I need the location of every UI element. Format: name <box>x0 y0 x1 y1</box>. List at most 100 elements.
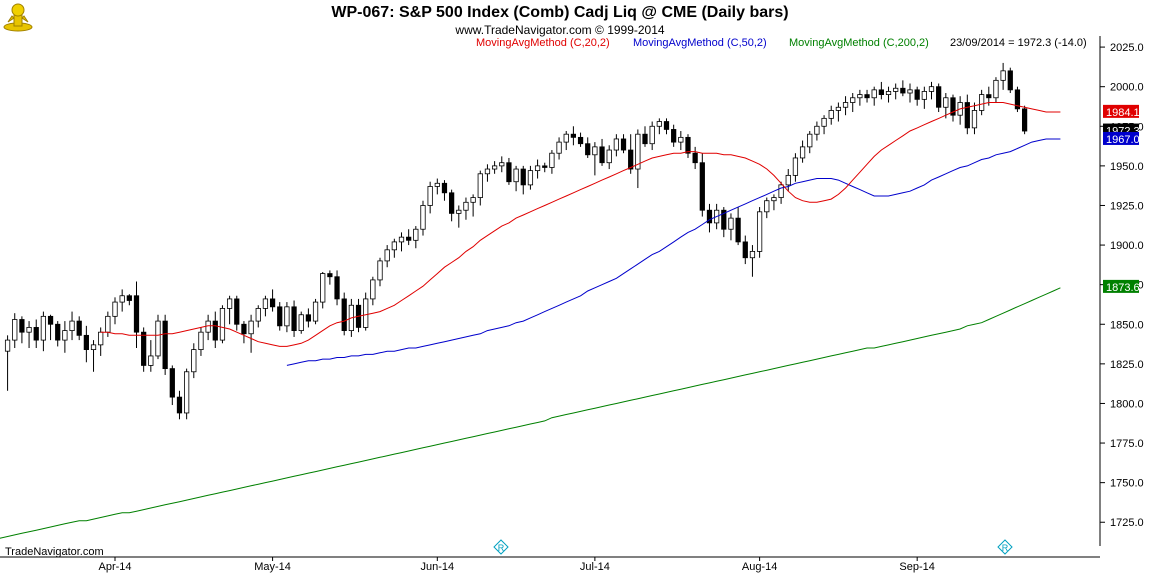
candle-body <box>620 138 627 151</box>
candle-body <box>649 125 655 145</box>
candle-body <box>821 117 827 127</box>
candle-body <box>370 279 376 300</box>
candle-body <box>176 396 183 414</box>
candle-body <box>1000 70 1006 81</box>
candle-body <box>141 331 147 366</box>
candle-body <box>520 168 526 186</box>
candle-body <box>484 168 491 175</box>
candle <box>885 86 892 103</box>
legend-last-value: 23/09/2014 = 1972.3 (-14.0) <box>950 37 1087 49</box>
candle <box>155 314 161 360</box>
candle <box>957 96 963 125</box>
candle-body <box>312 301 319 322</box>
moving-average-lines <box>0 102 1061 539</box>
candle <box>1007 67 1013 94</box>
candle-body <box>563 133 569 143</box>
candle <box>391 238 397 258</box>
ma20-line <box>100 102 1061 347</box>
candle-body <box>1014 89 1021 110</box>
candle-body <box>1007 70 1013 91</box>
candle <box>864 89 870 103</box>
candle-body <box>162 320 168 370</box>
registered-mark-icon: R <box>493 539 509 555</box>
candle-body <box>878 89 884 96</box>
candle <box>1021 105 1028 135</box>
gold-atlas-logo-icon <box>3 3 33 32</box>
candle-body <box>26 327 32 333</box>
candle <box>33 319 39 349</box>
badge-box <box>1103 131 1139 145</box>
candle-body <box>155 320 161 357</box>
candle <box>406 229 412 246</box>
candle <box>370 276 376 306</box>
candle <box>556 137 562 160</box>
x-tick-label: Jun-14 <box>420 561 454 573</box>
candle-body <box>126 295 132 301</box>
candle <box>334 270 340 306</box>
registered-mark-icon: R <box>997 539 1013 555</box>
candle-body <box>191 349 197 373</box>
candle-body <box>463 201 469 211</box>
candle <box>685 134 691 158</box>
value-badge-ma200: 1873.6 <box>1103 279 1140 294</box>
candle <box>692 146 698 170</box>
candle-body <box>69 320 75 331</box>
y-tick-label: 2025.0 <box>1110 42 1144 54</box>
candle-body <box>226 298 233 309</box>
candle <box>570 126 577 146</box>
candle <box>98 327 104 356</box>
candle <box>47 314 54 341</box>
candle-body <box>671 129 677 143</box>
badge-box <box>1103 104 1139 118</box>
candle <box>226 295 233 325</box>
candle-body <box>434 182 440 187</box>
value-badge-ma50: 1967.0 <box>1103 131 1140 146</box>
candle-body <box>986 94 992 99</box>
candle-body <box>119 295 125 303</box>
candle-body <box>19 319 25 333</box>
candle <box>312 298 319 325</box>
candle <box>491 161 498 174</box>
candle-body <box>914 89 920 100</box>
candle-body <box>692 152 698 164</box>
candle <box>62 321 68 353</box>
candle <box>585 137 591 158</box>
candle <box>620 134 627 154</box>
candle <box>635 129 641 189</box>
candle <box>1000 62 1006 90</box>
candle-body <box>334 276 340 300</box>
candle-body <box>98 331 104 346</box>
candle-body <box>534 165 541 172</box>
candle-body <box>491 165 498 170</box>
candle <box>456 205 462 228</box>
candle <box>198 327 204 356</box>
ma200-line <box>0 287 1061 539</box>
candle <box>520 165 526 195</box>
candle <box>184 368 190 420</box>
candle-body <box>885 91 892 96</box>
candle <box>1014 86 1021 113</box>
candle-body <box>449 192 455 214</box>
candle <box>699 153 705 217</box>
y-tick-label: 1850.0 <box>1110 319 1144 331</box>
candle <box>277 302 283 331</box>
candle-body <box>148 355 154 366</box>
chart-title: WP-067: S&P 500 Index (Comb) Cadj Liq @ … <box>331 4 788 21</box>
candle-body <box>628 149 634 170</box>
candle-body <box>964 102 970 129</box>
candle <box>484 164 491 182</box>
candle <box>191 343 197 379</box>
candle <box>814 121 820 141</box>
candle <box>449 189 455 222</box>
candle-body <box>799 146 806 159</box>
candle-body <box>893 87 899 92</box>
candle-body <box>721 209 727 230</box>
candle <box>298 311 304 334</box>
candle <box>234 295 240 331</box>
candle-body <box>320 273 326 303</box>
candle <box>642 126 648 147</box>
candle <box>434 178 440 195</box>
candle-body <box>857 94 863 99</box>
candle <box>169 365 175 406</box>
candle <box>878 81 884 100</box>
